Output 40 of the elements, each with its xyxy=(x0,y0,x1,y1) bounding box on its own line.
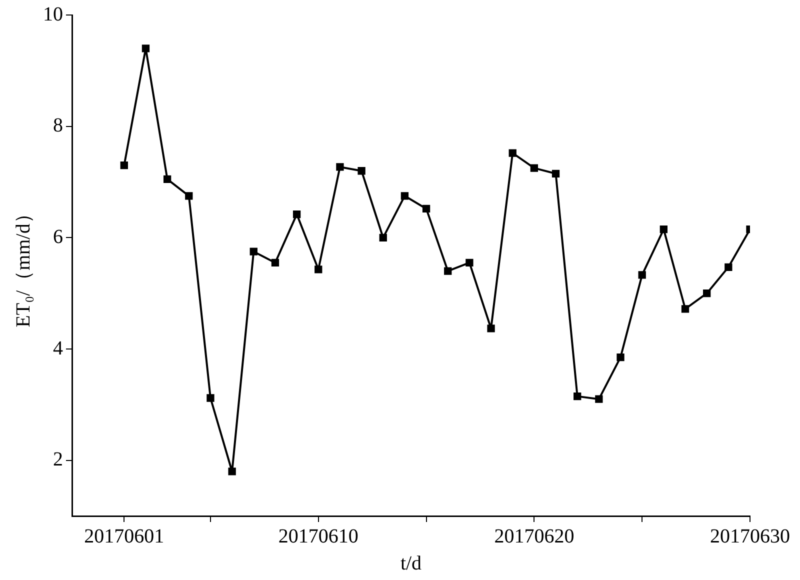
y-tick-label: 8 xyxy=(53,114,63,137)
point xyxy=(358,167,366,175)
point xyxy=(336,163,344,171)
point xyxy=(185,192,193,200)
y-tick-label: 2 xyxy=(53,448,63,471)
y-tick-label: 10 xyxy=(43,3,63,26)
point xyxy=(574,392,582,400)
point xyxy=(163,175,172,184)
x-tick-label: 20170610 xyxy=(278,525,358,548)
point xyxy=(552,170,560,178)
x-axis-title: t/d xyxy=(400,552,422,574)
point xyxy=(422,204,430,213)
point xyxy=(228,468,236,476)
point xyxy=(379,234,387,242)
point xyxy=(444,267,452,275)
point xyxy=(660,225,668,234)
point xyxy=(681,305,690,313)
point xyxy=(314,266,322,274)
point xyxy=(487,324,495,332)
point xyxy=(530,164,538,172)
x-tick-label: 20170620 xyxy=(494,525,574,548)
y-tick-label: 6 xyxy=(53,226,63,248)
point xyxy=(703,290,711,298)
point xyxy=(616,354,624,362)
point xyxy=(508,149,516,157)
y-tick-label: 4 xyxy=(53,337,63,360)
point xyxy=(400,192,409,200)
point xyxy=(638,271,646,279)
point xyxy=(250,248,258,256)
point xyxy=(206,394,214,402)
x-tick-label: 20170601 xyxy=(84,525,164,548)
point xyxy=(466,258,474,267)
point xyxy=(292,210,301,218)
x-tick-label: 20170630 xyxy=(710,525,790,548)
point xyxy=(142,44,150,52)
point xyxy=(724,263,732,271)
point xyxy=(595,395,603,403)
point xyxy=(120,161,128,170)
point xyxy=(271,258,280,267)
y-axis-title: ET₀/（mm/d） xyxy=(12,204,34,328)
